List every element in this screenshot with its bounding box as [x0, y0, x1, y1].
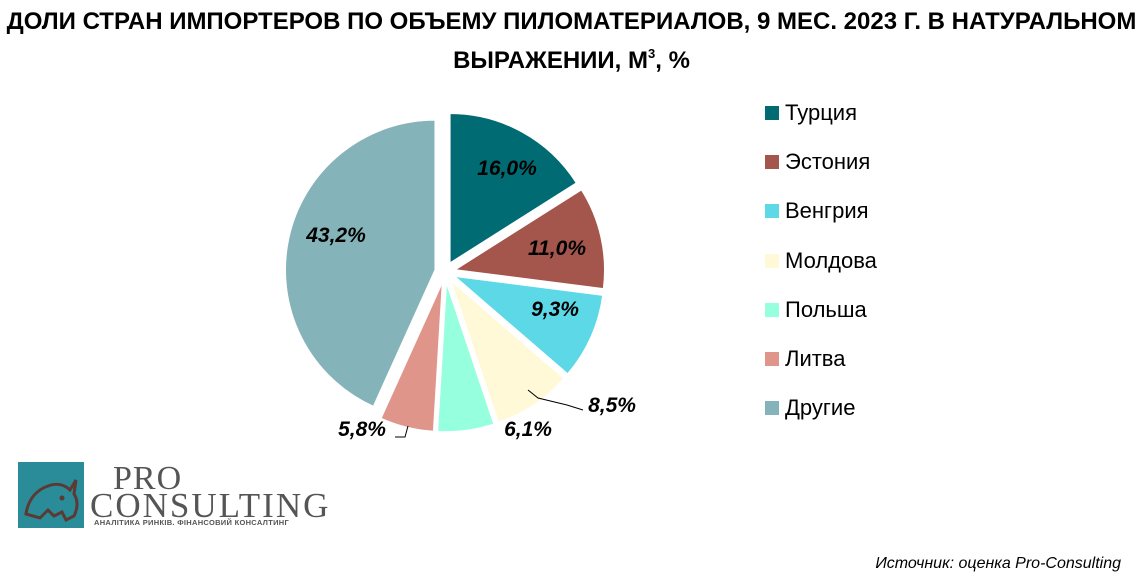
chart-legend: Турция Эстония Венгрия Молдова Польша Литва Др… [765, 88, 877, 433]
legend-label: Эстония [785, 148, 871, 174]
pie-slice-5 [436, 281, 496, 433]
leader-line-4 [527, 389, 584, 411]
legend-label: Польша [785, 296, 867, 322]
data-label-7: 43,2% [305, 224, 366, 247]
legend-swatch [765, 253, 779, 268]
chart-title: ДОЛИ СТРАН ИМПОРТЕРОВ ПО ОБЪЕМУ ПИЛОМАТЕ… [0, 6, 1143, 77]
legend-swatch [765, 352, 779, 367]
legend-item-7: Другие [765, 384, 877, 433]
legend-label: Турция [785, 99, 857, 125]
legend-swatch [765, 105, 779, 120]
pie-slice-1 [449, 112, 578, 265]
legend-label: Венгрия [785, 198, 869, 224]
legend-item-4: Молдова [765, 236, 877, 285]
data-label-3: 9,3% [531, 298, 579, 321]
data-label-1: 16,0% [477, 157, 537, 180]
pro-consulting-logo: PRO CONSULTING АНАЛІТИКА РИНКІВ. ФІНАНСО… [18, 460, 338, 532]
data-label-4: 8,5% [588, 394, 636, 417]
source-note: Источник: оценка Pro-Consulting [875, 555, 1121, 572]
data-label-5: 6,1% [504, 418, 552, 441]
pie-slice-4 [448, 277, 566, 424]
logo-tagline: АНАЛІТИКА РИНКІВ. ФІНАНСОВИЙ КОНСАЛТИНГ [94, 518, 290, 527]
pie-slice-2 [452, 188, 606, 290]
chart-title-tail: , % [655, 47, 690, 74]
legend-item-2: Эстония [765, 137, 877, 186]
logo-consulting-text: CONSULTING [90, 486, 331, 525]
leader-line-6 [395, 425, 409, 438]
chart-title-text: ДОЛИ СТРАН ИМПОРТЕРОВ ПО ОБЪЕМУ ПИЛОМАТЕ… [6, 8, 1137, 74]
chart-title-superscript: 3 [648, 46, 656, 61]
pie-slice-3 [451, 275, 604, 376]
legend-item-1: Турция [765, 88, 877, 137]
data-label-2: 11,0% [528, 237, 586, 260]
pie-slice-7 [284, 119, 436, 408]
pie-slice-6 [379, 281, 444, 433]
legend-item-5: Польша [765, 285, 877, 334]
legend-item-6: Литва [765, 334, 877, 383]
data-label-6: 5,8% [338, 418, 386, 441]
legend-swatch [765, 204, 779, 219]
legend-label: Молдова [785, 247, 877, 273]
legend-label: Литва [785, 346, 846, 372]
logo-pro-text: PRO [113, 460, 183, 497]
legend-item-3: Венгрия [765, 187, 877, 236]
rhino-logo-icon [18, 462, 84, 528]
legend-swatch [765, 302, 779, 317]
legend-swatch [765, 401, 779, 416]
legend-swatch [765, 154, 779, 169]
legend-label: Другие [785, 395, 856, 421]
